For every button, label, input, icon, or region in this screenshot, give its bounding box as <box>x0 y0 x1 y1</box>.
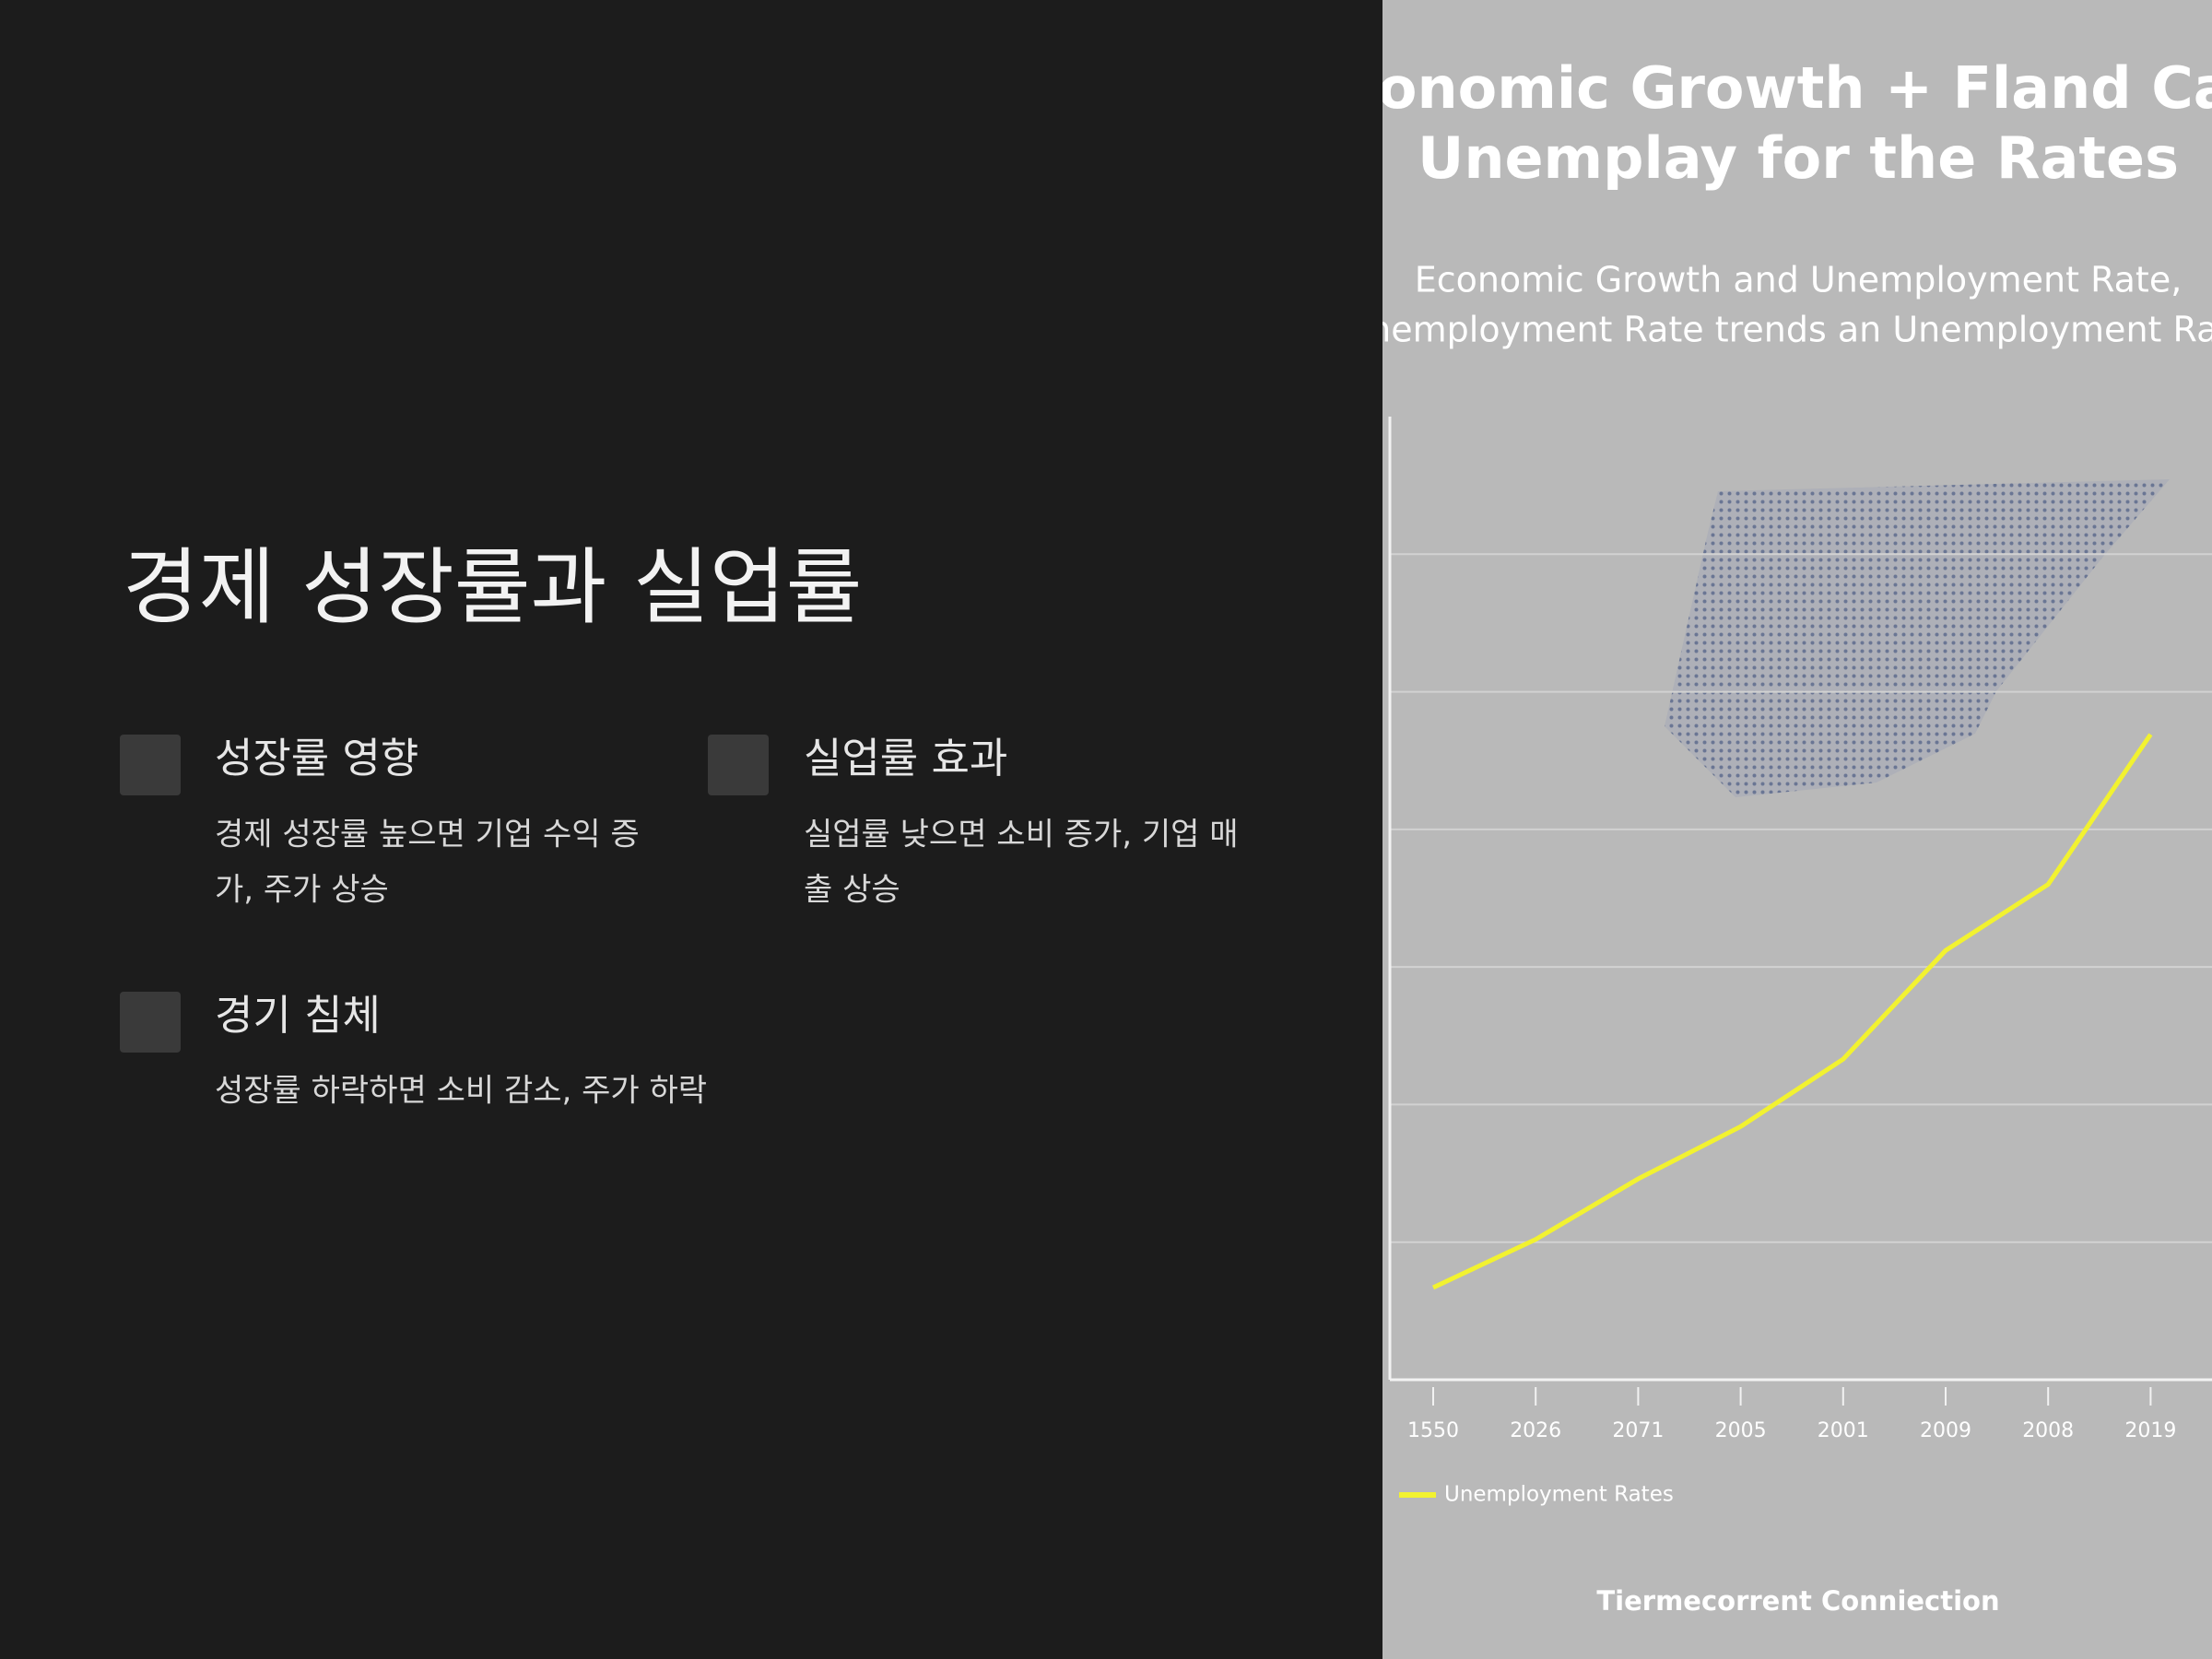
card-text: 성장률 하락하면 소비 감소, 주가 하락 <box>215 1073 707 1110</box>
chart-title: Economic Growth + Fland Cam <box>1305 54 2212 122</box>
chart-footer: Tiermecorrent Conniection <box>1596 1585 1999 1617</box>
chart-title: Unemplay for the Rates <box>1418 124 2179 192</box>
x-tick-label: 1550 <box>1407 1419 1459 1442</box>
chart-subtitle: Unemployment Rate trends an Unemployment… <box>1343 310 2212 350</box>
legend-label: Unemployment Rates <box>1444 1483 1674 1507</box>
x-tick-label: 2026 <box>1510 1419 1561 1442</box>
x-tick-label: 2008 <box>2022 1419 2074 1442</box>
card-text: 출 상승 <box>804 872 900 909</box>
heading: 경제 성장률과 실업률 <box>123 539 862 636</box>
card-icon <box>120 735 181 795</box>
left-panel <box>0 0 1382 1659</box>
card-icon <box>708 735 769 795</box>
card-icon <box>120 992 181 1053</box>
card-title: 실업률 효과 <box>804 734 1007 782</box>
dotted-shape <box>1665 479 2170 797</box>
x-tick-label: 2001 <box>1818 1419 1869 1442</box>
x-tick-label: 2019 <box>2124 1419 2176 1442</box>
card-title: 성장률 영향 <box>215 734 418 782</box>
card-text: 실업률 낮으면 소비 증가, 기업 매 <box>804 817 1239 853</box>
chart-subtitle: Economic Growth and Unemployment Rate, <box>1415 260 2183 300</box>
x-tick-label: 2009 <box>1920 1419 1971 1442</box>
x-tick-label: 2071 <box>1612 1419 1664 1442</box>
card-text: 경제 성장률 높으면 기업 수익 증 <box>215 817 640 853</box>
x-tick-label: 2005 <box>1715 1419 1767 1442</box>
line <box>1431 733 2153 1290</box>
card-text: 가, 주가 상승 <box>215 872 389 909</box>
card-title: 경기 침체 <box>215 991 381 1040</box>
